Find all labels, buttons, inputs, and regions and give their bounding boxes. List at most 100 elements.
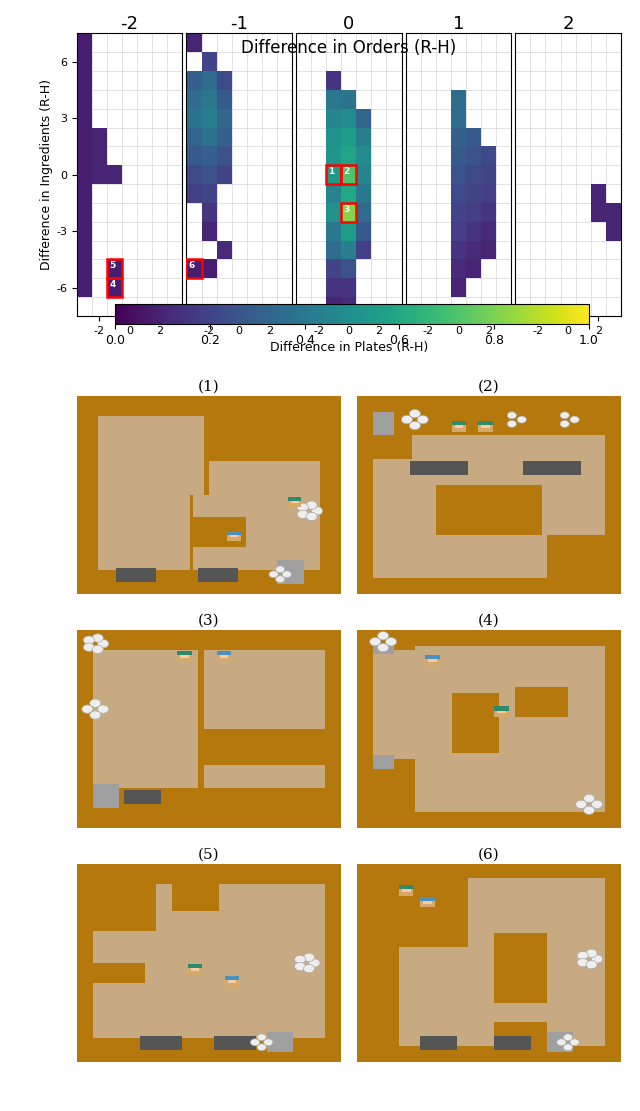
Circle shape [303, 953, 314, 961]
Circle shape [294, 962, 306, 971]
Bar [523, 461, 581, 476]
Circle shape [584, 794, 595, 802]
Circle shape [385, 638, 397, 645]
Circle shape [584, 807, 595, 814]
Bar [605, 222, 621, 240]
Circle shape [92, 634, 103, 642]
Text: 2: 2 [344, 168, 350, 177]
Bar [372, 436, 605, 578]
Text: 4: 4 [109, 280, 116, 289]
Bar [372, 754, 394, 769]
Bar [267, 1032, 293, 1052]
Bar [77, 128, 92, 147]
Bar [426, 654, 440, 659]
Circle shape [517, 417, 526, 423]
Bar [186, 109, 202, 128]
Bar [198, 569, 238, 582]
Bar [399, 878, 605, 1047]
Bar [436, 486, 541, 534]
Bar [107, 278, 122, 297]
Bar [426, 659, 440, 665]
Bar [77, 278, 92, 297]
Bar [341, 128, 356, 147]
Bar [225, 975, 239, 980]
Circle shape [417, 416, 428, 423]
Bar [515, 688, 568, 717]
Bar [356, 222, 371, 240]
Bar [326, 71, 341, 90]
Bar [591, 184, 605, 203]
Bar [478, 426, 493, 431]
Bar [451, 109, 466, 128]
Bar [481, 222, 496, 240]
Bar [326, 166, 341, 184]
Bar [481, 203, 496, 222]
Bar [326, 147, 341, 166]
Bar [451, 259, 466, 278]
Bar [77, 71, 92, 90]
Bar [341, 90, 356, 109]
Bar [216, 109, 232, 128]
Bar [124, 790, 161, 804]
Circle shape [312, 507, 323, 516]
Bar [494, 1037, 531, 1050]
Bar [217, 655, 231, 661]
Bar [77, 147, 92, 166]
Circle shape [269, 571, 278, 578]
Bar [547, 534, 605, 578]
Bar [186, 90, 202, 109]
Bar [188, 969, 202, 974]
Bar [341, 222, 356, 240]
Bar [227, 534, 241, 541]
Bar [356, 147, 371, 166]
Bar [216, 90, 232, 109]
Bar [326, 203, 341, 222]
Bar [202, 109, 216, 128]
Bar [372, 436, 412, 459]
Bar [591, 203, 605, 222]
Bar [326, 184, 341, 203]
Circle shape [257, 1043, 266, 1051]
Bar [451, 240, 466, 259]
Bar [288, 497, 301, 501]
Bar [341, 184, 356, 203]
Bar [107, 259, 122, 278]
Circle shape [577, 959, 588, 967]
Bar [193, 517, 246, 547]
Circle shape [294, 955, 306, 963]
Bar [341, 166, 356, 184]
Bar [204, 650, 325, 729]
Bar [478, 421, 493, 426]
Bar [451, 128, 466, 147]
Title: 1: 1 [452, 16, 464, 33]
Bar [341, 203, 356, 222]
Bar [547, 1032, 573, 1052]
Bar [202, 52, 216, 71]
Bar [481, 184, 496, 203]
Bar [228, 980, 236, 983]
Bar [466, 222, 481, 240]
Bar [326, 166, 341, 184]
Bar [356, 240, 371, 259]
Bar [451, 184, 466, 203]
Bar [107, 278, 122, 297]
Bar [278, 560, 304, 584]
Title: 2: 2 [563, 16, 574, 33]
Bar [451, 166, 466, 184]
Bar [372, 412, 394, 436]
Bar [356, 203, 371, 222]
Text: Difference in Orders (R-H): Difference in Orders (R-H) [241, 39, 456, 57]
Circle shape [98, 640, 109, 648]
Bar [77, 240, 92, 259]
Bar [77, 166, 92, 184]
Bar [186, 259, 202, 278]
Bar [77, 222, 92, 240]
Bar [481, 240, 496, 259]
Bar [217, 651, 231, 655]
Title: (2): (2) [478, 379, 500, 393]
Title: (6): (6) [478, 848, 500, 861]
Bar [420, 901, 435, 908]
Text: Difference in Plates (R-H): Difference in Plates (R-H) [269, 341, 428, 354]
Bar [341, 166, 356, 184]
Bar [494, 933, 547, 1002]
